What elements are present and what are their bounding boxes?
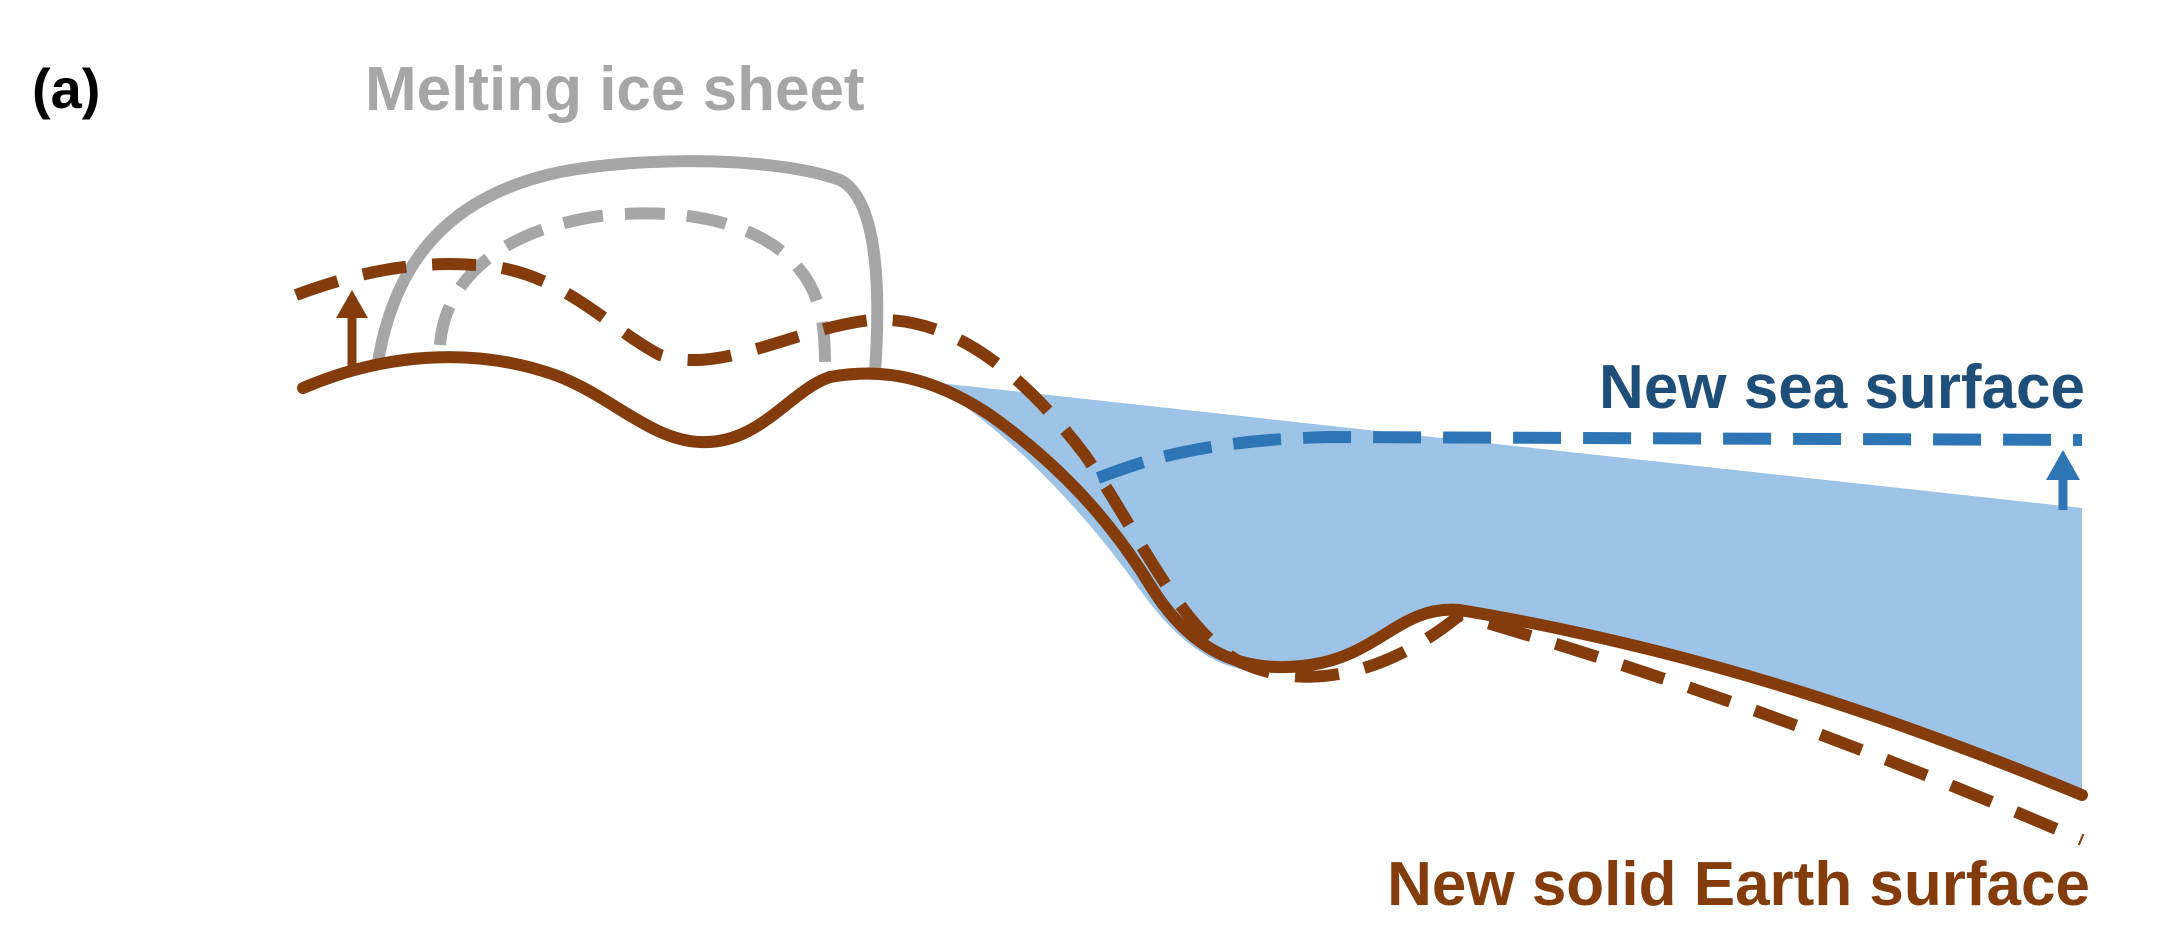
earth-surface-label: New solid Earth surface <box>1387 850 2090 919</box>
solid-earth-surface <box>297 351 2088 801</box>
new-sea-surface <box>1095 430 2083 484</box>
uplift-arrow <box>336 290 368 372</box>
ice-sheet-outline <box>372 155 884 378</box>
ice-sheet-label: Melting ice sheet <box>365 55 865 124</box>
sea-surface-label: New sea surface <box>1599 353 2085 422</box>
sea-rise-arrow <box>2046 450 2080 510</box>
panel-label: (a) <box>32 57 100 120</box>
new-solid-earth-surface <box>293 258 2085 846</box>
